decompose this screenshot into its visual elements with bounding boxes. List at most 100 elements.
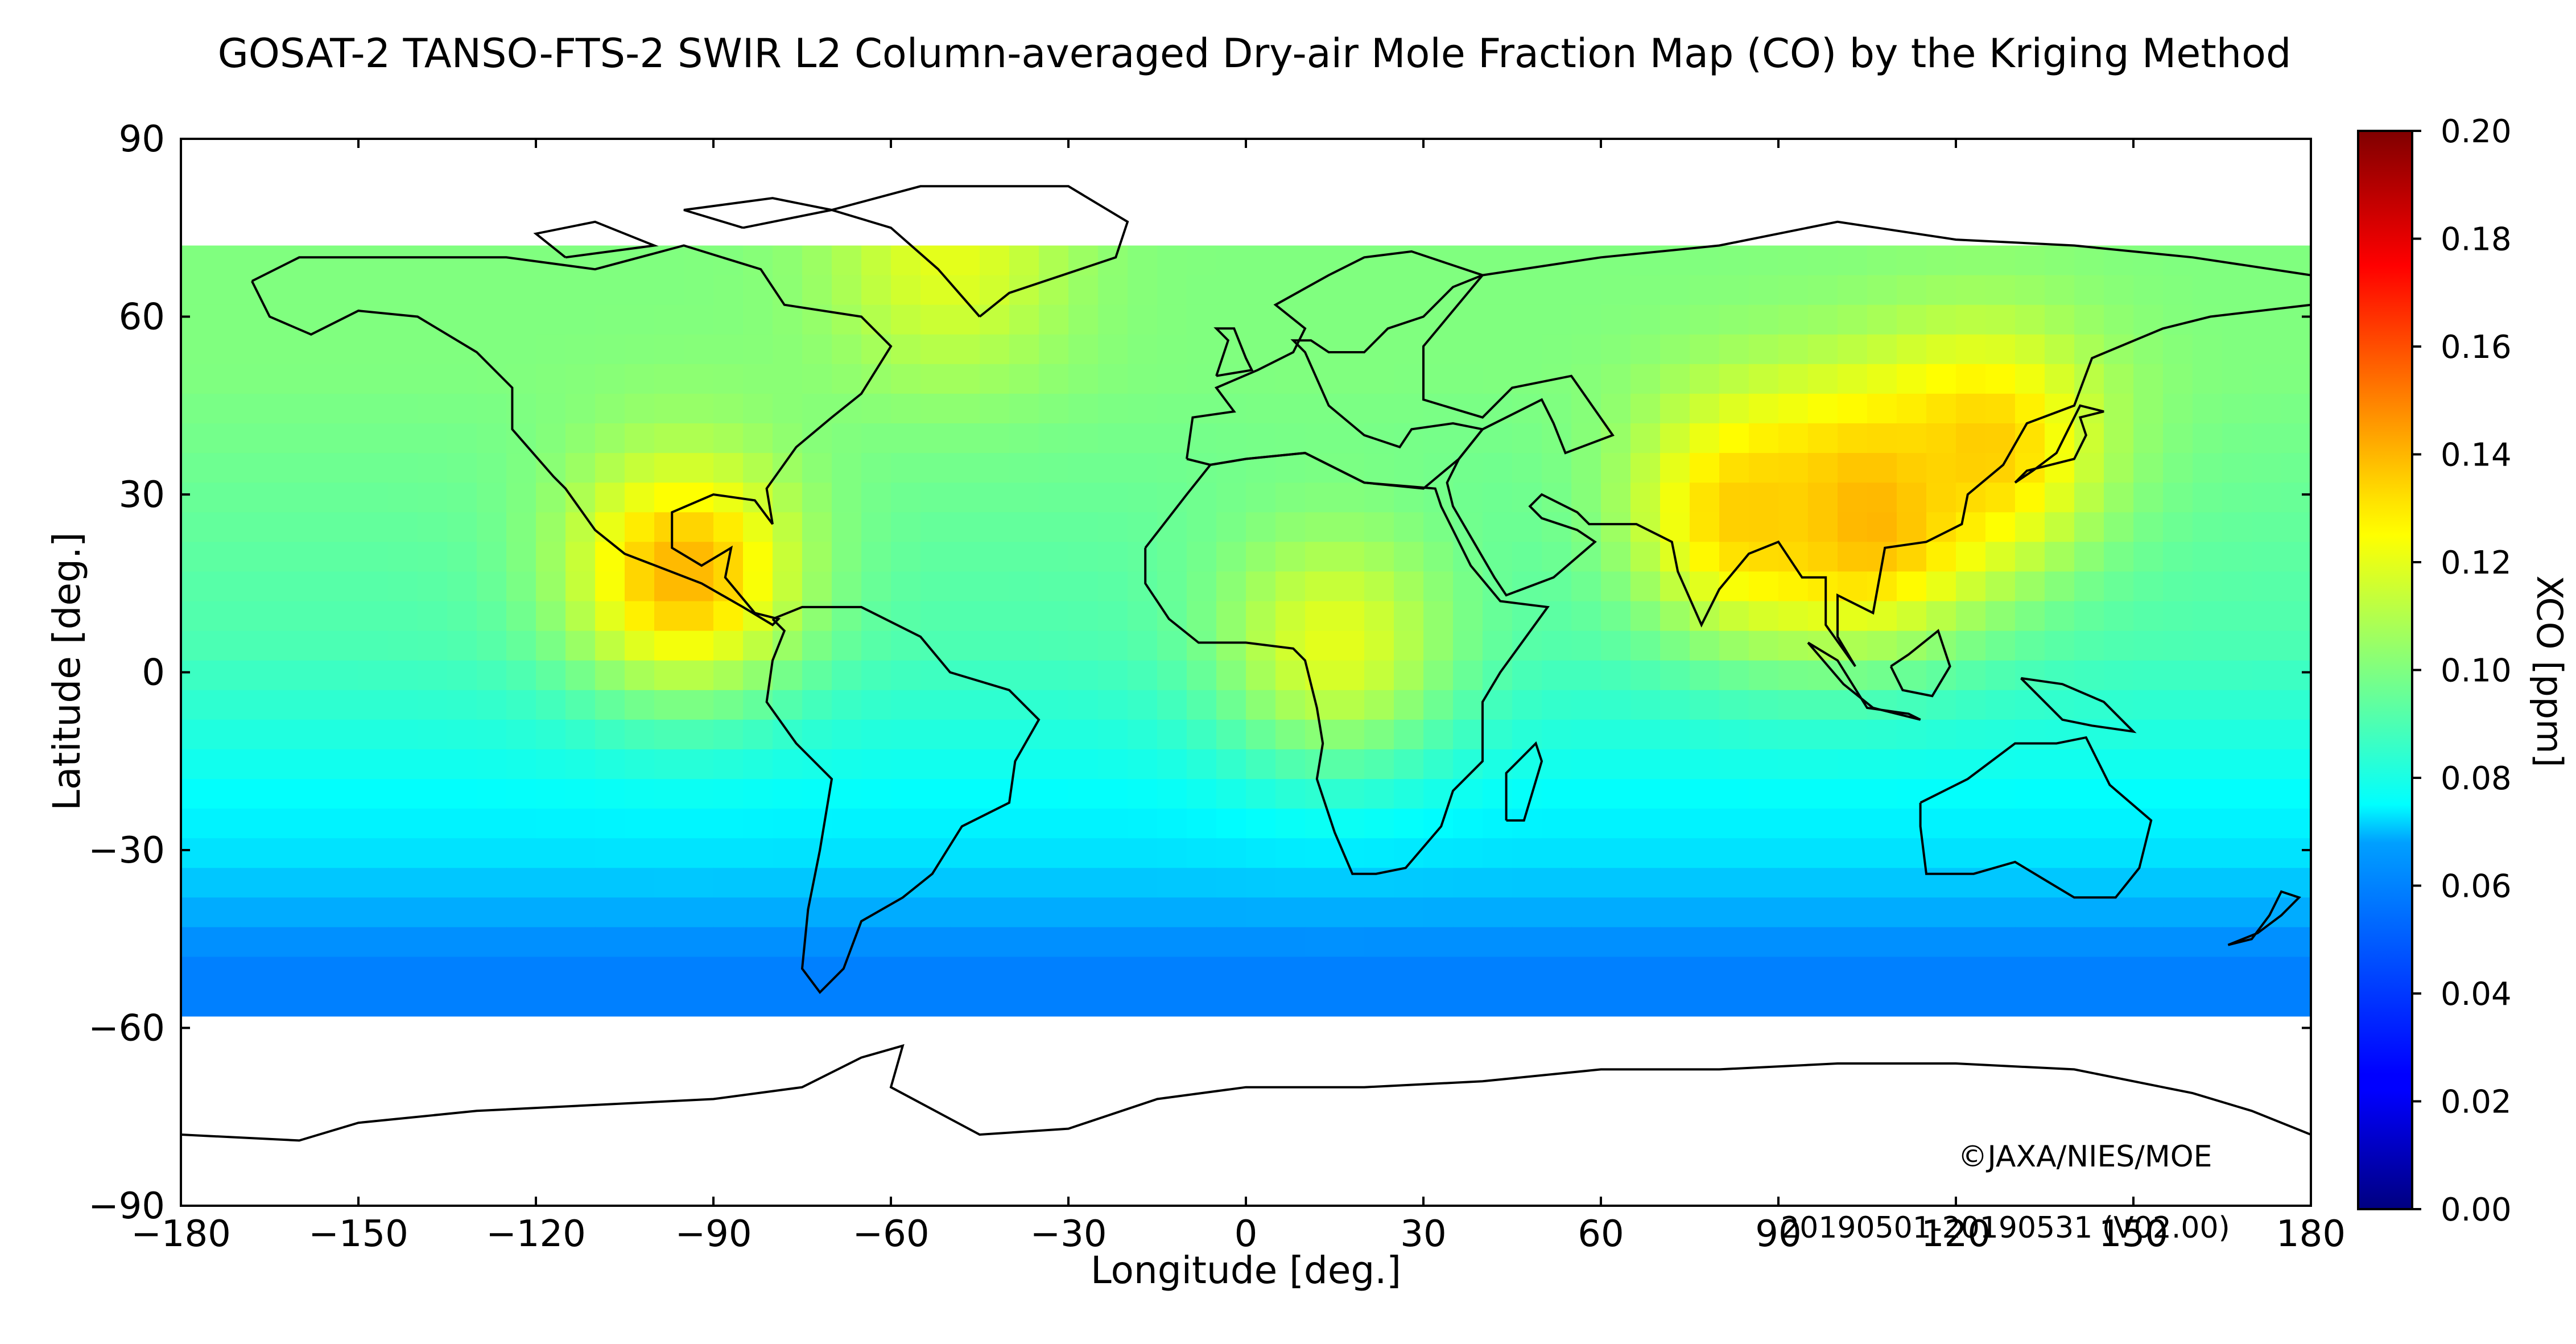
heatmap-cell bbox=[1187, 838, 1217, 869]
heatmap-cell bbox=[1246, 809, 1276, 839]
heatmap-cell bbox=[2281, 809, 2311, 839]
heatmap-cell bbox=[2104, 512, 2134, 543]
heatmap-cell bbox=[1985, 364, 2016, 394]
heatmap-cell bbox=[2193, 393, 2223, 424]
heatmap-cell bbox=[1453, 364, 1483, 394]
heatmap-cell bbox=[299, 660, 329, 691]
heatmap-cell bbox=[1778, 927, 1809, 958]
heatmap-cell bbox=[1808, 719, 1838, 750]
heatmap-cell bbox=[1690, 660, 1720, 691]
heatmap-cell bbox=[920, 512, 951, 543]
heatmap-cell bbox=[1778, 275, 1809, 306]
heatmap-cell bbox=[950, 660, 980, 691]
coastline-path bbox=[1919, 736, 2153, 899]
heatmap-cell bbox=[418, 601, 448, 632]
heatmap-cell bbox=[1956, 483, 1986, 513]
heatmap-cell bbox=[2045, 393, 2075, 424]
heatmap-cell bbox=[2252, 453, 2282, 483]
heatmap-cell bbox=[1749, 423, 1779, 454]
heatmap-cell bbox=[1216, 957, 1246, 987]
heatmap-cell bbox=[1039, 719, 1069, 750]
heatmap-cell bbox=[1808, 334, 1838, 365]
heatmap-cell bbox=[1808, 245, 1838, 276]
heatmap-cell bbox=[595, 393, 625, 424]
heatmap-cell bbox=[2133, 364, 2164, 394]
heatmap-cell bbox=[1867, 364, 1897, 394]
heatmap-cell bbox=[299, 571, 329, 602]
heatmap-cell bbox=[1512, 393, 1542, 424]
heatmap-cell bbox=[181, 542, 211, 572]
heatmap-cell bbox=[1216, 927, 1246, 958]
heatmap-cell bbox=[1838, 334, 1868, 365]
heatmap-cell bbox=[743, 423, 773, 454]
heatmap-cell bbox=[1157, 245, 1187, 276]
heatmap-cell bbox=[980, 483, 1010, 513]
heatmap-cell bbox=[2015, 601, 2045, 632]
heatmap-cell bbox=[2045, 630, 2075, 661]
heatmap-cell bbox=[861, 275, 891, 306]
heatmap-cell bbox=[1335, 483, 1365, 513]
heatmap-cell bbox=[1690, 245, 1720, 276]
heatmap-cell bbox=[1897, 364, 1927, 394]
heatmap-cell bbox=[1867, 719, 1897, 750]
heatmap-cell bbox=[1719, 927, 1749, 958]
heatmap-cell bbox=[1157, 275, 1187, 306]
heatmap-cell bbox=[1483, 512, 1513, 543]
heatmap-cell bbox=[299, 779, 329, 809]
heatmap-cell bbox=[713, 660, 744, 691]
heatmap-cell bbox=[1453, 809, 1483, 839]
heatmap-cell bbox=[1660, 927, 1690, 958]
heatmap-cell bbox=[447, 275, 477, 306]
heatmap-cell bbox=[1128, 809, 1158, 839]
heatmap-cell bbox=[861, 453, 891, 483]
heatmap-cell bbox=[1749, 779, 1779, 809]
heatmap-cell bbox=[210, 779, 241, 809]
heatmap-cell bbox=[2163, 838, 2193, 869]
heatmap-cell bbox=[1364, 749, 1394, 780]
heatmap-cell bbox=[1009, 630, 1039, 661]
heatmap-cell bbox=[181, 334, 211, 365]
heatmap-cell bbox=[388, 245, 418, 276]
heatmap-cell bbox=[565, 897, 596, 928]
heatmap-cell bbox=[773, 483, 803, 513]
heatmap-cell bbox=[1630, 630, 1661, 661]
heatmap-cell bbox=[1335, 334, 1365, 365]
heatmap-cell bbox=[1305, 868, 1335, 898]
heatmap-cell bbox=[1542, 719, 1572, 750]
heatmap-cell bbox=[1778, 957, 1809, 987]
heatmap-cell bbox=[1275, 809, 1306, 839]
heatmap-cell bbox=[329, 542, 359, 572]
heatmap-cell bbox=[536, 660, 566, 691]
heatmap-cell bbox=[270, 719, 300, 750]
heatmap-cell bbox=[1808, 483, 1838, 513]
heatmap-cell bbox=[1423, 719, 1454, 750]
heatmap-cell bbox=[1157, 393, 1187, 424]
heatmap-cell bbox=[506, 601, 536, 632]
heatmap-cell bbox=[684, 838, 714, 869]
heatmap-cell bbox=[270, 334, 300, 365]
heatmap-cell bbox=[1630, 749, 1661, 780]
coastline-path bbox=[1505, 741, 1543, 822]
heatmap-cell bbox=[1216, 630, 1246, 661]
heatmap-cell bbox=[1690, 719, 1720, 750]
heatmap-cell bbox=[1660, 364, 1690, 394]
heatmap-cell bbox=[832, 897, 862, 928]
heatmap-cell bbox=[625, 571, 655, 602]
heatmap-cell bbox=[1098, 245, 1128, 276]
heatmap-cell bbox=[240, 897, 270, 928]
heatmap-cell bbox=[418, 542, 448, 572]
heatmap-cell bbox=[2193, 838, 2223, 869]
heatmap-cell bbox=[329, 690, 359, 720]
heatmap-cell bbox=[625, 897, 655, 928]
heatmap-cell bbox=[950, 986, 980, 1017]
heatmap-cell bbox=[536, 809, 566, 839]
heatmap-cell bbox=[240, 542, 270, 572]
heatmap-cell bbox=[1039, 868, 1069, 898]
heatmap-cell bbox=[1098, 719, 1128, 750]
heatmap-cell bbox=[1157, 690, 1187, 720]
heatmap-cell bbox=[565, 571, 596, 602]
heatmap-cell bbox=[861, 690, 891, 720]
heatmap-cell bbox=[1187, 986, 1217, 1017]
x-tick-label: −90 bbox=[675, 1213, 752, 1255]
heatmap-cell bbox=[2252, 749, 2282, 780]
